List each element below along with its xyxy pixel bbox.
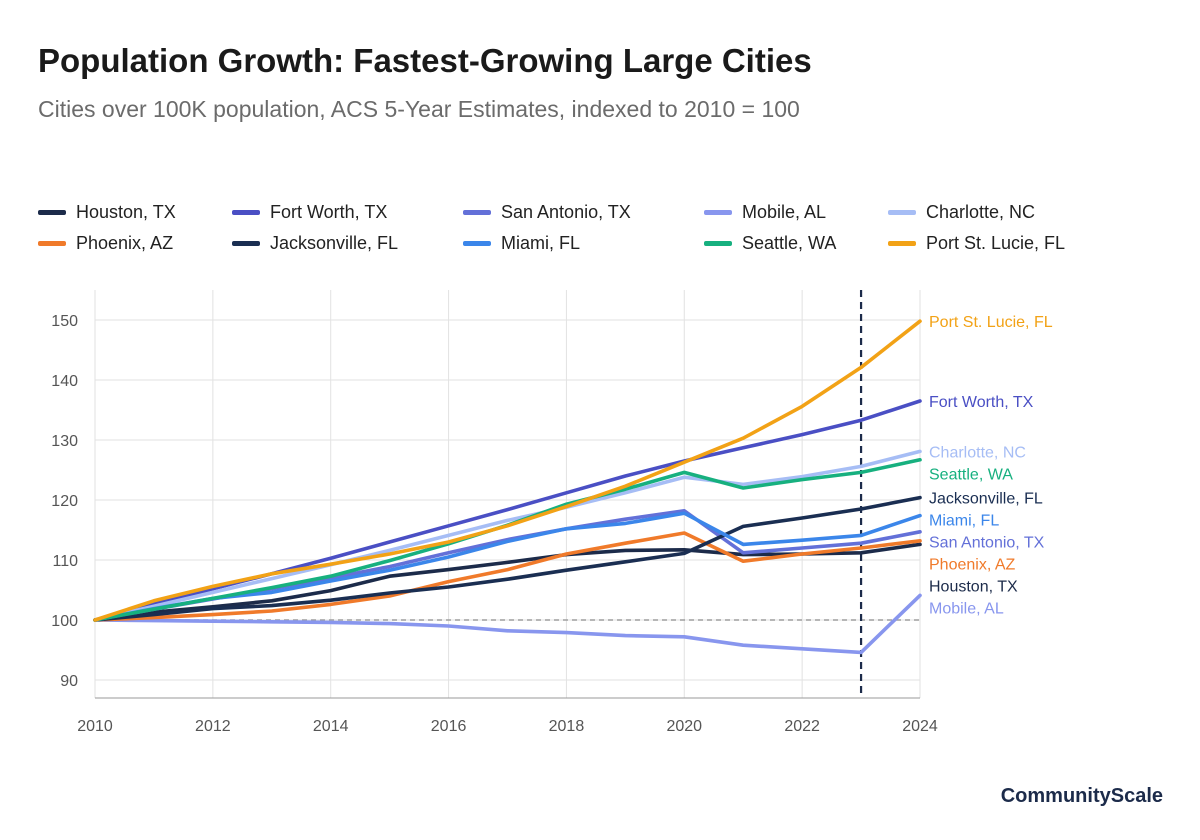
- legend-item-port-st-lucie-fl: Port St. Lucie, FL: [888, 233, 1065, 254]
- legend-item-mobile-al: Mobile, AL: [704, 202, 826, 223]
- end-label-miami-fl: Miami, FL: [929, 513, 999, 530]
- legend-swatch: [38, 210, 66, 215]
- legend-swatch: [704, 210, 732, 215]
- reference-lines: [95, 290, 920, 698]
- chart-subtitle: Cities over 100K population, ACS 5-Year …: [38, 96, 800, 122]
- series-line-port-st-lucie-fl: [93, 319, 922, 622]
- legend-item-fort-worth-tx: Fort Worth, TX: [232, 202, 387, 223]
- legend-item-san-antonio-tx: San Antonio, TX: [463, 202, 631, 223]
- legend-label: Houston, TX: [76, 202, 176, 222]
- legend-swatch: [888, 241, 916, 246]
- y-tick-label-140: 140: [51, 373, 78, 390]
- end-label-seattle-wa: Seattle, WA: [929, 466, 1013, 483]
- y-tick-label-150: 150: [51, 313, 78, 330]
- end-label-houston-tx: Houston, TX: [929, 579, 1018, 596]
- legend-swatch: [704, 241, 732, 246]
- y-tick-label-100: 100: [51, 613, 78, 630]
- x-tick-label-2014: 2014: [313, 718, 349, 735]
- legend-label: Jacksonville, FL: [270, 233, 399, 253]
- legend-swatch: [232, 210, 260, 215]
- end-label-jacksonville-fl: Jacksonville, FL: [929, 491, 1043, 508]
- axis-ticks: 2010 2012 2014 2016 2018 2020 2022 2024 90 100 110…: [51, 313, 938, 735]
- legend-swatch: [463, 210, 491, 215]
- series-line-fort-worth-tx: [93, 399, 922, 622]
- end-label-san-antonio-tx: San Antonio, TX: [929, 535, 1045, 552]
- chart-title: Population Growth: Fastest-Growing Large…: [38, 42, 812, 79]
- end-label-mobile-al: Mobile, AL: [929, 601, 1004, 618]
- legend-label: Seattle, WA: [742, 233, 837, 253]
- legend-label: Miami, FL: [501, 233, 581, 253]
- series-line-miami-fl: [93, 511, 922, 622]
- series-line-charlotte-nc: [93, 449, 922, 622]
- legend-swatch: [232, 241, 260, 246]
- x-tick-label-2016: 2016: [431, 718, 467, 735]
- series-line-jacksonville-fl: [93, 495, 922, 622]
- legend-item-jacksonville-fl: Jacksonville, FL: [232, 233, 398, 254]
- legend-label: Mobile, AL: [742, 202, 827, 222]
- legend-item-miami-fl: Miami, FL: [463, 233, 580, 254]
- grid-lines: [94, 290, 921, 699]
- end-label-phoenix-az: Phoenix, AZ: [929, 557, 1016, 574]
- legend-swatch: [463, 241, 491, 246]
- y-tick-label-110: 110: [52, 553, 78, 570]
- legend-item-phoenix-az: Phoenix, AZ: [38, 233, 173, 254]
- legend-label: Fort Worth, TX: [270, 202, 388, 222]
- end-label-fort-worth-tx: Fort Worth, TX: [929, 394, 1034, 411]
- end-label-port-st-lucie-fl: Port St. Lucie, FL: [929, 314, 1053, 331]
- end-labels: Port St. Lucie, FL Fort Worth, TX Charlott…: [929, 314, 1053, 617]
- legend-item-houston-tx: Houston, TX: [38, 202, 176, 223]
- legend-item-charlotte-nc: Charlotte, NC: [888, 202, 1035, 223]
- x-tick-label-2010: 2010: [77, 718, 113, 735]
- series-line-phoenix-az: [93, 531, 922, 622]
- x-tick-label-2024: 2024: [902, 718, 938, 735]
- series-line-mobile-al: [93, 593, 922, 655]
- end-label-charlotte-nc: Charlotte, NC: [929, 444, 1026, 461]
- legend-swatch: [888, 210, 916, 215]
- legend-item-seattle-wa: Seattle, WA: [704, 233, 836, 254]
- y-tick-label-120: 120: [51, 493, 78, 510]
- x-tick-label-2020: 2020: [666, 718, 702, 735]
- legend-label: Port St. Lucie, FL: [926, 233, 1066, 253]
- x-tick-label-2022: 2022: [784, 718, 820, 735]
- legend-label: San Antonio, TX: [501, 202, 631, 222]
- x-tick-label-2012: 2012: [195, 718, 231, 735]
- brand-logo-text: CommunityScale: [1000, 785, 1163, 807]
- chart-legend: Houston, TX Fort Worth, TX San Antonio, TX…: [38, 202, 1178, 268]
- legend-label: Charlotte, NC: [926, 202, 1036, 222]
- y-tick-label-130: 130: [51, 433, 78, 450]
- x-tick-label-2018: 2018: [549, 718, 585, 735]
- y-tick-label-90: 90: [60, 673, 78, 690]
- series-lines: [93, 319, 922, 655]
- legend-swatch: [38, 241, 66, 246]
- legend-label: Phoenix, AZ: [76, 233, 174, 253]
- series-line-houston-tx: [93, 542, 922, 622]
